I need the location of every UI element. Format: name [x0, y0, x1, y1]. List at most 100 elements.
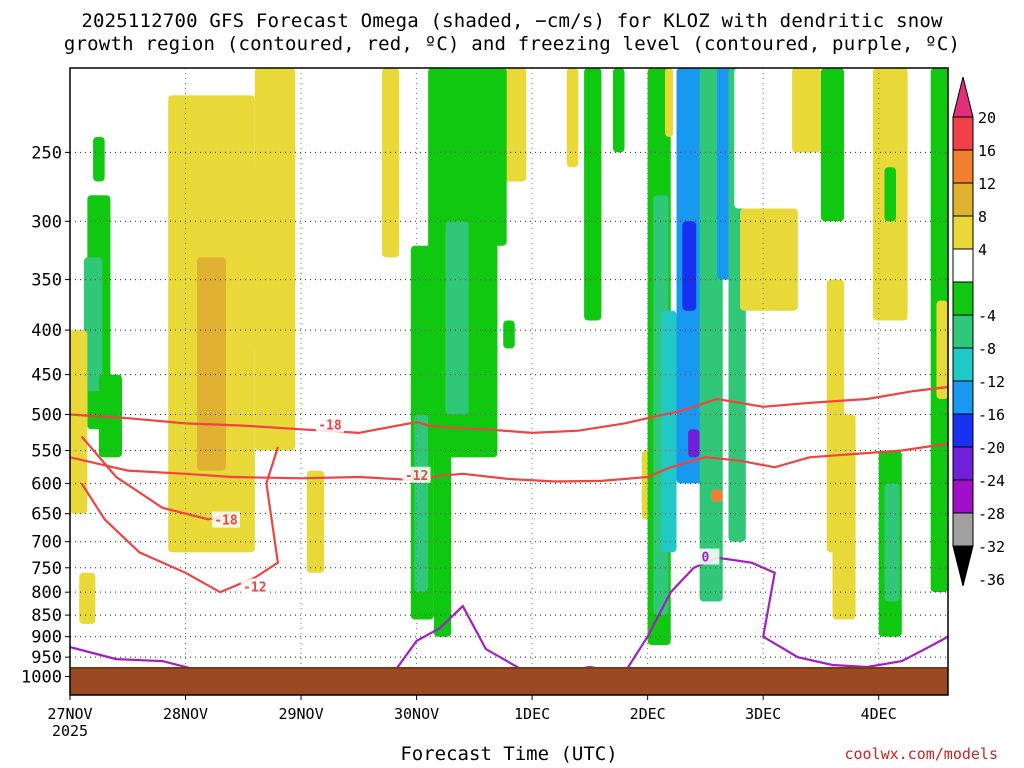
colorbar-box-12 — [952, 479, 974, 514]
omega-region-28 — [664, 68, 674, 137]
y-tick-label-450: 450 — [31, 366, 62, 386]
contour-label-2: -18 — [214, 514, 238, 529]
omega-region-4 — [79, 572, 96, 624]
omega-region-20 — [491, 68, 507, 246]
omega-region-39 — [820, 68, 845, 222]
colorbar-box-10 — [952, 413, 974, 448]
colorbar-label-8: -12 — [978, 373, 1005, 391]
omega-region-12 — [381, 68, 400, 258]
colorbar-box-8 — [952, 347, 974, 382]
y-tick-label-700: 700 — [31, 533, 62, 553]
y-tick-label-900: 900 — [31, 628, 62, 648]
x-tick-label-2DEC: 2DEC — [630, 705, 666, 723]
contour-label-bg-0 — [315, 416, 344, 433]
chart-title-line1: 2025112700 GFS Forecast Omega (shaded, −… — [81, 10, 943, 32]
colorbar-box-6 — [952, 281, 974, 316]
omega-region-27 — [661, 310, 677, 553]
colorbar-label-13: -32 — [978, 538, 1005, 556]
colorbar-label-7: -8 — [978, 340, 996, 358]
omega-region-16 — [445, 221, 469, 415]
colorbar-label-11: -24 — [978, 472, 1005, 490]
omega-region-21 — [584, 68, 602, 321]
colorbar-label-14: -36 — [978, 571, 1005, 589]
contour-label-0: -18 — [318, 419, 342, 434]
colorbar-box-5 — [952, 248, 974, 283]
colorbar-label-6: -4 — [978, 307, 996, 325]
omega-region-41 — [832, 414, 856, 620]
colorbar-box-2 — [952, 149, 974, 184]
x-tick-label-1DEC: 1DEC — [514, 705, 550, 723]
x-tick-label-28NOV: 28NOV — [163, 705, 208, 723]
y-tick-label-500: 500 — [31, 405, 62, 425]
colorbar-box-13 — [952, 512, 974, 547]
y-tick-label-850: 850 — [31, 606, 62, 626]
y-tick-label-800: 800 — [31, 583, 62, 603]
omega-region-33 — [711, 489, 723, 502]
credit-text: coolwx.com/models — [844, 745, 998, 763]
colorbar-label-10: -20 — [978, 439, 1005, 457]
colorbar-box-3 — [952, 182, 974, 217]
omega-region-30 — [682, 221, 697, 311]
y-tick-label-950: 950 — [31, 648, 62, 668]
y-tick-label-400: 400 — [31, 321, 62, 341]
x-tick-label-3DEC: 3DEC — [745, 705, 781, 723]
y-tick-label-600: 600 — [31, 474, 62, 494]
colorbar-box-1 — [952, 116, 974, 151]
plot-frame — [69, 67, 949, 696]
x-tick-sublabel-27NOV: 2025 — [52, 722, 88, 740]
contour-label-bg-4 — [691, 548, 720, 565]
omega-region-38 — [792, 68, 821, 153]
colorbar-arrow-bottom — [952, 545, 974, 587]
omega-region-36 — [734, 68, 775, 209]
colorbar-label-9: -16 — [978, 406, 1005, 424]
omega-region-3 — [70, 330, 88, 514]
colorbar-box-4 — [952, 215, 974, 250]
y-tick-label-550: 550 — [31, 442, 62, 462]
y-tick-label-250: 250 — [31, 143, 62, 163]
colorbar-box-9 — [952, 380, 974, 415]
y-tick-label-650: 650 — [31, 505, 62, 525]
omega-region-2 — [98, 374, 122, 458]
contour-label-4: 0 — [701, 551, 709, 566]
colorbar-label-2: 12 — [978, 175, 996, 193]
terrain-ground — [70, 668, 948, 695]
omega-region-8 — [173, 374, 192, 484]
contour-label-3: -12 — [243, 580, 266, 595]
x-tick-label-4DEC: 4DEC — [861, 705, 897, 723]
colorbar-box-7 — [952, 314, 974, 349]
omega-region-1 — [83, 257, 103, 392]
omega-region-23 — [612, 68, 625, 153]
plot-area: -18 -12 -18 -12 0 — [70, 68, 948, 695]
colorbar-arrow-top — [952, 76, 974, 118]
contour-label-bg-1 — [402, 466, 431, 483]
colorbar-label-0: 20 — [978, 109, 996, 127]
contour-label-bg-2 — [211, 511, 240, 528]
omega-region-31 — [688, 429, 700, 458]
colorbar-label-3: 8 — [978, 208, 987, 226]
omega-region-47 — [936, 300, 948, 400]
x-tick-label-27NOV: 27NOV — [47, 705, 92, 723]
x-tick-label-29NOV: 29NOV — [278, 705, 323, 723]
y-tick-label-350: 350 — [31, 271, 62, 291]
y-tick-label-750: 750 — [31, 559, 62, 579]
x-axis-label: Forecast Time (UTC) — [400, 743, 618, 765]
omega-region-17 — [433, 450, 452, 637]
colorbar-label-12: -28 — [978, 505, 1005, 523]
omega-region-45 — [884, 483, 900, 602]
omega-region-37 — [740, 208, 798, 311]
chart-title-line2: growth region (contoured, red, ºC) and f… — [63, 33, 961, 55]
y-tick-label-300: 300 — [31, 212, 62, 232]
omega-region-19 — [503, 320, 515, 349]
omega-region-5 — [93, 136, 105, 182]
contour-1 — [70, 442, 948, 483]
omega-region-10 — [254, 68, 296, 451]
omega-region-14 — [414, 414, 429, 593]
colorbar-label-4: 4 — [978, 241, 987, 259]
contour-label-1: -12 — [405, 469, 428, 484]
contour-3 — [80, 446, 280, 594]
omega-region-11 — [306, 470, 325, 573]
contour-label-bg-3 — [240, 578, 269, 595]
colorbar-label-1: 16 — [978, 142, 996, 160]
y-tick-label-1000: 1000 — [21, 668, 62, 688]
